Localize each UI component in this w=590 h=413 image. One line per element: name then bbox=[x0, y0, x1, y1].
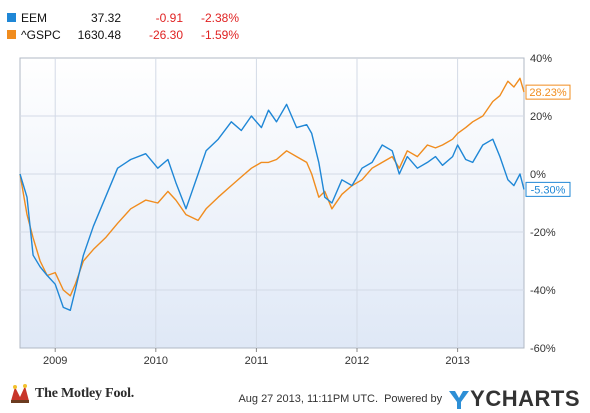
x-tick-label: 2009 bbox=[43, 355, 67, 367]
y-tick-label: -60% bbox=[530, 343, 556, 355]
y-axis: 40% 20% 0% -20% -40% -60% bbox=[530, 53, 556, 355]
eem-symbol: EEM bbox=[21, 10, 48, 25]
footer-attribution: Aug 27 2013, 11:11PM UTC. Powered by YCH… bbox=[238, 386, 580, 412]
series-lines bbox=[19, 77, 525, 311]
y-tick-label: -20% bbox=[530, 227, 556, 239]
gspc-swatch-icon bbox=[7, 30, 16, 39]
legend-row-gspc[interactable]: ^GSPC 1630.48 -26.30 -1.59% bbox=[7, 26, 239, 43]
legend-row-eem[interactable]: EEM 37.32 -0.91 -2.38% bbox=[7, 9, 239, 26]
gspc-price: 1630.48 bbox=[77, 27, 121, 42]
end-labels: -5.30% 28.23% bbox=[525, 84, 571, 197]
ycharts-y-icon bbox=[449, 391, 470, 409]
x-tick-label: 2010 bbox=[144, 355, 168, 367]
y-tick-label: 20% bbox=[530, 111, 552, 123]
price-chart[interactable]: 2009 2010 2011 2012 2013 40% 20% 0% -20% -40% -60… bbox=[0, 0, 590, 380]
legend: EEM 37.32 -0.91 -2.38% ^GSPC 1630.48 -26… bbox=[7, 9, 239, 43]
x-axis: 2009 2010 2011 2012 2013 bbox=[43, 348, 470, 367]
timestamp: Aug 27 2013, 11:11PM UTC. bbox=[238, 393, 379, 405]
y-tick-label: -40% bbox=[530, 285, 556, 297]
y-tick-label: 0% bbox=[530, 169, 546, 181]
plot-area bbox=[19, 57, 525, 349]
eem-change: -0.91 bbox=[155, 10, 183, 25]
ycharts-logo[interactable]: YCHARTS bbox=[448, 386, 580, 412]
motley-fool-wordmark: The Motley Fool. bbox=[35, 386, 135, 401]
gspc-pct-change: -1.59% bbox=[200, 27, 239, 42]
eem-pct-change: -2.38% bbox=[200, 10, 239, 25]
eem-swatch-icon bbox=[7, 13, 16, 22]
gspc-change: -26.30 bbox=[148, 27, 183, 42]
jester-cap-icon bbox=[11, 384, 29, 403]
series-line-eem[interactable] bbox=[19, 103, 525, 311]
end-label-gspc: 28.23% bbox=[525, 84, 571, 100]
svg-text:28.23%: 28.23% bbox=[529, 87, 567, 99]
end-label-eem: -5.30% bbox=[525, 181, 571, 197]
series-line-gspc[interactable] bbox=[19, 77, 525, 297]
x-tick-label: 2013 bbox=[445, 355, 469, 367]
svg-text:-5.30%: -5.30% bbox=[531, 184, 566, 196]
powered-by-label: Powered by bbox=[384, 393, 443, 405]
y-tick-label: 40% bbox=[530, 53, 552, 65]
x-tick-label: 2011 bbox=[245, 355, 269, 367]
x-tick-label: 2012 bbox=[345, 355, 369, 367]
gspc-symbol: ^GSPC bbox=[21, 27, 61, 42]
eem-price: 37.32 bbox=[90, 10, 121, 25]
ycharts-wordmark: YCHARTS bbox=[470, 386, 580, 411]
motley-fool-logo[interactable]: The Motley Fool. bbox=[9, 382, 134, 406]
grid-lines bbox=[20, 58, 524, 348]
